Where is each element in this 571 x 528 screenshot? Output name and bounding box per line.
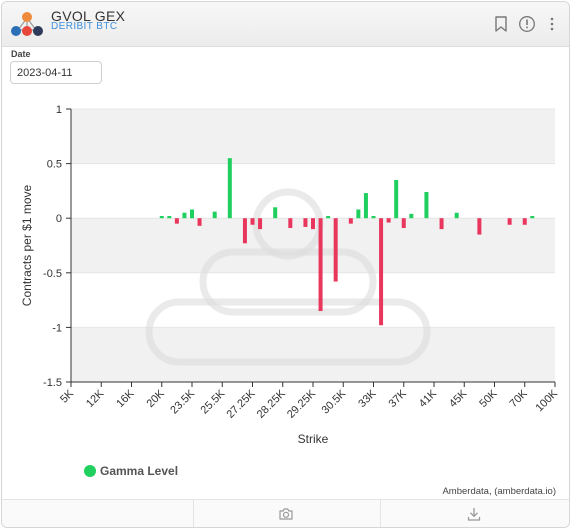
widget-subtitle: DERIBIT BTC (51, 21, 118, 32)
gamma-bar (288, 218, 293, 229)
gamma-bar (454, 212, 459, 219)
bookmark-icon[interactable] (492, 15, 510, 33)
gamma-bar (174, 218, 179, 224)
x-tick-label: 27.25K (224, 387, 258, 421)
x-tick-label: 30.5K (320, 387, 349, 416)
x-tick-label: 5K (58, 387, 76, 405)
widget-header: GVOL GEX DERIBIT BTC (2, 2, 569, 47)
gamma-bar (190, 209, 194, 219)
gamma-bar (424, 191, 429, 219)
gamma-bar (182, 212, 187, 219)
y-tick-label: 0.5 (47, 159, 62, 171)
gamma-bar (409, 213, 414, 219)
y-tick-label: -1.5 (43, 377, 62, 389)
legend-label: Gamma Level (100, 464, 179, 478)
date-label: Date (11, 49, 31, 59)
x-axis-title: Strike (298, 432, 329, 446)
y-tick-label: -1 (52, 322, 62, 334)
gamma-bar (227, 158, 232, 219)
y-tick-label: 1 (56, 104, 62, 116)
gamma-bar (167, 216, 172, 219)
gamma-bar (197, 218, 202, 226)
x-tick-label: 12K (84, 387, 107, 410)
attribution-text: Amberdata, (amberdata.io) (442, 486, 556, 497)
gamma-bar (258, 218, 263, 230)
gamma-bar (530, 216, 535, 219)
gamma-bar (379, 218, 384, 326)
gamma-bar (311, 218, 315, 230)
date-input[interactable]: 2023-04-11 (10, 61, 102, 84)
gamma-bar (348, 218, 353, 224)
widget-footer (2, 499, 569, 527)
legend-swatch (84, 465, 96, 477)
x-tick-label: 16K (114, 387, 137, 410)
info-icon[interactable] (518, 15, 536, 33)
gamma-bar (522, 218, 527, 225)
grid-band (71, 109, 555, 164)
x-tick-label: 37K (387, 387, 410, 410)
x-tick-label: 23.5K (168, 387, 197, 416)
x-tick-label: 100K (533, 387, 560, 414)
y-tick-label: -0.5 (43, 268, 62, 280)
grid-band (71, 327, 555, 382)
y-tick-label: 0 (56, 213, 62, 225)
watermark-shape (145, 298, 431, 366)
legend-item-gamma-level[interactable]: Gamma Level (84, 464, 178, 478)
gamma-bar (363, 193, 368, 219)
gamma-bar (439, 218, 444, 230)
x-tick-label: 29.25K (285, 387, 319, 421)
gamma-bar (273, 207, 278, 219)
gamma-bar (303, 218, 308, 227)
gvol-logo (11, 12, 43, 36)
watermark-shape (199, 248, 377, 316)
download-icon[interactable] (466, 506, 482, 522)
gamma-bar (386, 218, 391, 223)
x-tick-label: 41K (417, 387, 440, 410)
gex-bar-chart: 10.50-0.5-1-1.55K 12K 16K 20K 23.5K 25.5K27.2… (20, 104, 561, 446)
y-axis-title: Contracts per $1 move (20, 184, 34, 306)
x-tick-label: 20K (145, 387, 168, 410)
gamma-bar (326, 216, 331, 219)
gamma-bar (242, 218, 247, 244)
gamma-bar (250, 218, 255, 225)
x-tick-label: 45K (447, 387, 470, 410)
camera-icon[interactable] (278, 506, 294, 522)
widget-title: GVOL GEX (51, 8, 126, 24)
gamma-bar (356, 209, 361, 219)
gamma-bar (371, 216, 376, 219)
x-tick-label: 28.25K (255, 387, 289, 421)
gamma-bar (318, 218, 323, 312)
x-tick-label: 33K (356, 387, 379, 410)
gamma-bar (477, 218, 482, 235)
gamma-bar (333, 218, 338, 282)
more-vertical-icon[interactable] (543, 15, 561, 33)
x-tick-label: 50K (477, 387, 500, 410)
gamma-bar (507, 218, 512, 225)
gamma-bar (159, 216, 164, 219)
footer-divider (193, 500, 194, 527)
x-tick-label: 70K (508, 387, 531, 410)
gamma-bar (394, 179, 399, 219)
gamma-bar (401, 218, 406, 229)
footer-divider (380, 500, 381, 527)
gamma-bar (212, 211, 217, 219)
